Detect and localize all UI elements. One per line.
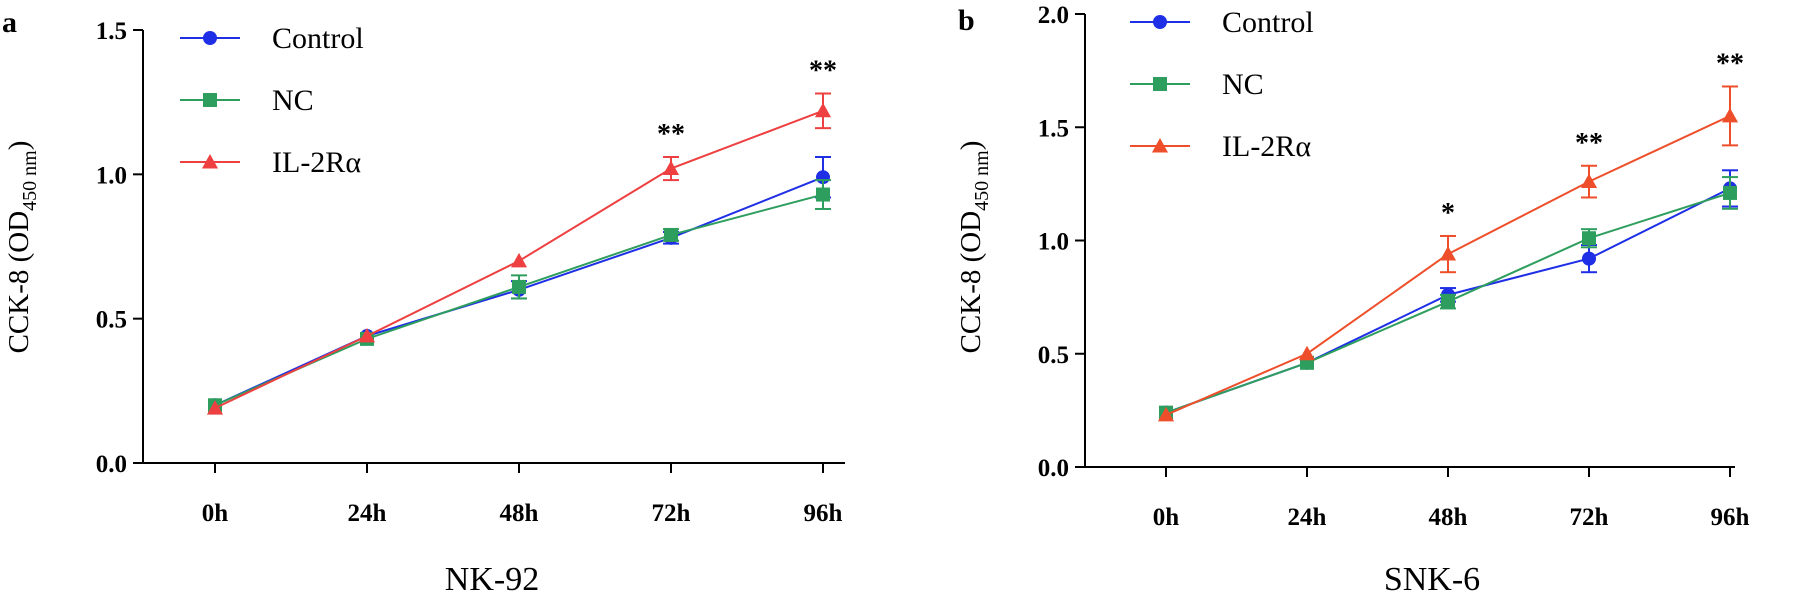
panel-b-series-nc-point	[1723, 185, 1737, 200]
panel-a-letter: a	[2, 6, 17, 39]
panel-b-letter: b	[958, 4, 975, 37]
panel-a-legend-item-marker	[203, 31, 217, 45]
panel-b-legend-item-marker	[1153, 77, 1167, 91]
panel-b-ytick-label: 0.5	[1038, 342, 1069, 369]
panel-b-ylabel-sub: 450 nm	[971, 150, 993, 211]
panel-b-series-il2r-point	[1439, 246, 1457, 261]
panel-b-series-control-point	[1582, 251, 1596, 266]
panel-a-series-nc-point	[664, 227, 678, 242]
panel-b-legend-item: Control	[1130, 6, 1314, 39]
panel-a-xtick-label: 24h	[348, 500, 387, 527]
panel-a-xtick-label: 96h	[804, 500, 843, 527]
panel-a-ylabel: CCK-8 (OD450 nm)	[3, 141, 41, 354]
panel-b-ylabel-close: )	[955, 141, 987, 151]
panel-b-series-il2r	[1157, 85, 1739, 422]
panel-a-series-il2r-point	[814, 102, 832, 118]
panel-a-ytick-label: 0.0	[96, 451, 127, 478]
panel-a-xtick-label: 72h	[652, 500, 691, 527]
panel-a-xtick-label: 48h	[500, 500, 539, 527]
panel-b-legend-item-marker	[1153, 15, 1167, 29]
panel-a-chart: a 0.0 0.5 1.0 1.5 0h 24h 48h 72h 96h NK-92 CCK-8 (O…	[2, 6, 845, 598]
panel-b-series-il2r-point	[1157, 406, 1175, 422]
panel-b-ytick-label: 2.0	[1038, 2, 1069, 29]
panel-b-legend-item: NC	[1130, 68, 1264, 101]
panel-a-ytick-label: 0.5	[96, 307, 127, 334]
panel-a-series-il2r-point	[662, 160, 680, 175]
panel-b-series-il2r-point	[1721, 107, 1739, 123]
panel-a-legend-item: IL-2Rα	[180, 146, 361, 179]
panel-a-series-il2r	[206, 92, 832, 415]
panel-a-series-il2r-point	[358, 327, 376, 343]
panel-a-significance: **	[809, 56, 837, 87]
panel-a-legend-item-marker	[201, 153, 219, 169]
panel-b-xtick-label: 48h	[1429, 504, 1468, 531]
panel-a-legend-item-label: NC	[272, 84, 314, 117]
panel-b-significance: **	[1575, 128, 1603, 159]
panel-a-series-il2r-point	[206, 400, 224, 415]
panel-b-significance: **	[1716, 48, 1744, 79]
panel-a-series-il2r-point	[510, 252, 528, 268]
panel-b-ylabel-main: CCK-8 (OD	[955, 211, 987, 354]
panel-b-ytick-label: 0.0	[1038, 455, 1069, 482]
panel-b-chart: b 0.0 0.5 1.0 1.5 2.0 0h 24h 48h 72h 96h SNK-6 CCK-8…	[955, 2, 1750, 598]
panel-b-legend-item-marker	[1151, 137, 1169, 153]
panel-b-legend-item-label: NC	[1222, 68, 1264, 101]
panel-a-ylabel-close: )	[3, 141, 35, 151]
panel-b-series-nc-point	[1441, 294, 1455, 309]
panel-a-significance: **	[657, 119, 685, 150]
panel-a-ytick-label: 1.0	[96, 162, 127, 189]
panel-b-xtick-label: 0h	[1153, 504, 1180, 531]
panel-a-series-nc-line	[214, 193, 824, 407]
panel-a-ylabel-main: CCK-8 (OD	[3, 211, 35, 354]
panel-a-xlabel: NK-92	[445, 561, 539, 598]
panel-b-xtick-label: 24h	[1288, 504, 1327, 531]
panel-a-xtick-label: 0h	[202, 500, 229, 527]
panel-a-series-nc-point	[816, 187, 830, 202]
panel-a-series-nc	[208, 179, 831, 413]
panel-b-legend-item-label: Control	[1222, 6, 1314, 39]
panel-a-legend-item-marker	[203, 93, 217, 107]
panel-a-legend-item-label: IL-2Rα	[272, 146, 361, 179]
panel-b-series-il2r-point	[1580, 173, 1598, 189]
panel-a-ylabel-sub: 450 nm	[19, 150, 41, 211]
panel-b-ytick-label: 1.5	[1038, 115, 1069, 142]
panel-a-ytick-label: 1.5	[96, 18, 127, 45]
panel-b-significance: *	[1441, 198, 1455, 229]
panel-b-series-nc-point	[1582, 231, 1596, 246]
panel-b-xlabel: SNK-6	[1384, 561, 1480, 598]
panel-b-legend-item-label: IL-2Rα	[1222, 130, 1311, 163]
panel-a-legend-item-label: Control	[272, 22, 364, 55]
panel-b-legend-item: IL-2Rα	[1130, 130, 1311, 163]
panel-b-series-il2r-point	[1298, 345, 1316, 361]
panel-a-series-nc-point	[512, 279, 526, 294]
panel-a-legend-item: Control	[180, 22, 364, 55]
panel-b-ytick-label: 1.0	[1038, 229, 1069, 256]
panel-b-ylabel: CCK-8 (OD450 nm)	[955, 141, 993, 354]
panel-b-xtick-label: 96h	[1711, 504, 1750, 531]
panel-b-xtick-label: 72h	[1570, 504, 1609, 531]
panel-a-legend-item: NC	[180, 84, 314, 117]
